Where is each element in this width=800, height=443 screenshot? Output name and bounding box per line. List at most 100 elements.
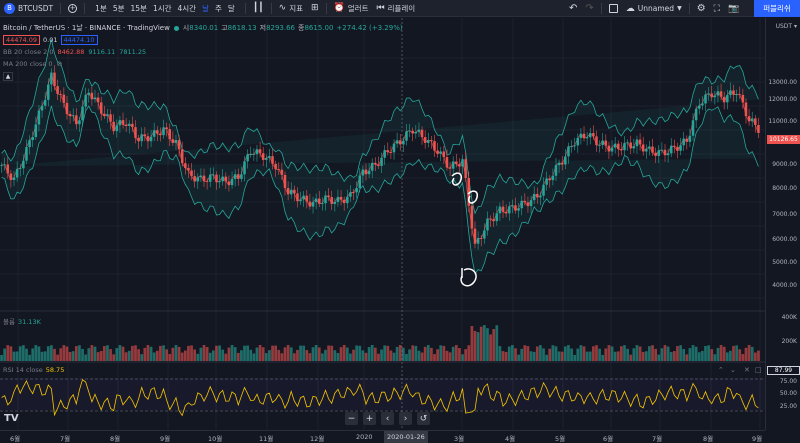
candle-body [383,150,386,158]
redo-icon[interactable]: ↷ [585,3,594,14]
undo-icon[interactable]: ↶ [569,3,578,14]
zoom-out-icon[interactable]: − [345,412,358,425]
timeframe-4[interactable]: 4시간 [177,3,197,13]
pane-close-icon[interactable]: ✕ [744,366,750,374]
indicators-button[interactable]: ∿ 지표 [275,0,307,17]
volume-bar [710,349,714,361]
volume-bar [324,349,327,361]
volume-bar [451,346,455,361]
volume-bar [177,346,181,361]
price-chart[interactable] [0,18,765,430]
candle-body [318,198,321,204]
volume-bar [9,346,13,361]
volume-bar [115,348,119,361]
layout-name: Unnamed [637,4,675,13]
eye-off-icon[interactable]: ⊘ [56,60,63,68]
candle-body [617,143,620,150]
ma-label: MA 200 close 0 [3,60,53,68]
volume-bar [352,349,355,361]
scroll-right-icon[interactable]: › [399,412,412,425]
price-scale[interactable]: USDT ▾ 13000.00 12000.00 11000.00 9000.00 80… [765,18,800,430]
pane-up-icon[interactable]: ⌃ [718,366,724,374]
volume-bar [137,349,140,361]
candle-body [370,162,374,171]
candle-body [302,195,305,200]
volume-bar [0,355,3,361]
volume-bar [190,345,193,361]
candle-body [582,133,586,139]
pane-down-icon[interactable]: ⌄ [730,366,736,374]
volume-bar [560,351,564,361]
volume-bar [243,345,246,361]
candle-body [726,95,729,103]
alert-button[interactable]: ⏰ 얼러트 [330,0,373,17]
candle-body [327,195,330,198]
volume-bar [370,345,374,361]
chart-type-button[interactable]: ┃┃ [249,0,268,17]
volume-bar [127,350,131,361]
volume-bar [402,347,405,361]
candle-body [626,142,629,144]
volume-bar [747,345,751,361]
candle-body [193,176,196,182]
candle-body [398,140,402,145]
scroll-left-icon[interactable]: ‹ [381,412,394,425]
volume-bar [470,326,474,361]
zoom-in-icon[interactable]: + [363,412,376,425]
camera-icon[interactable]: 📷 [727,3,740,14]
rsi-tick-2: 25.00 [779,403,797,410]
candle-body [336,196,340,202]
timeframe-3[interactable]: 1시간 [152,3,172,13]
candle-body [140,134,143,142]
compare-symbol-button[interactable]: + [64,0,81,17]
candle-body [691,120,695,136]
publish-button[interactable]: 퍼블리쉬 [754,0,800,17]
candle-body [713,95,717,98]
volume-bar [271,345,274,361]
replay-button[interactable]: ⏮ 리플레이 [372,0,419,17]
volume-bar [155,350,159,361]
band-lower [1,105,759,276]
time-tick-7: 2020 [356,433,373,441]
candle-body [395,140,399,144]
reset-chart-icon[interactable]: ↺ [417,412,430,425]
volume-bar [68,351,72,361]
candle-body [517,208,520,211]
templates-button[interactable]: ⊞ [307,0,323,17]
candle-body [445,157,449,168]
candle-body [90,92,94,100]
volume-bar [626,348,629,361]
timeframe-2[interactable]: 15분 [130,3,147,13]
sell-button[interactable]: 44474.09 [3,35,41,45]
time-axis[interactable]: 6월 7월 8월 9월 10월 11월 12월 2020 3월 4월 5월 6월 7월 8월 9월 2020-… [0,430,765,443]
pane-maximize-icon[interactable]: □ [755,366,762,374]
volume-bar [6,345,10,361]
cloud-layout-button[interactable]: ☁ Unnamed ▼ [622,0,686,17]
volume-bar [274,345,278,361]
rsi-pane [0,378,765,417]
layout-toggle-icon[interactable] [605,0,622,17]
candle-body [283,174,287,188]
timeframe-5[interactable]: 날 [202,3,209,13]
fullscreen-icon[interactable]: ⛶ [713,3,720,14]
rsi-value: 58.75 [45,366,65,374]
buy-button[interactable]: 44474.10 [60,35,98,45]
timeframe-0[interactable]: 1분 [95,3,107,13]
candle-body [722,96,726,103]
bb-lower-value: 7811.25 [119,48,147,56]
candle-body [476,238,480,244]
symbol-search[interactable]: B BTCUSDT [0,0,57,17]
timeframe-1[interactable]: 5분 [112,3,125,13]
currency-label[interactable]: USDT ▾ [775,23,797,30]
candle-body [548,178,552,181]
gear-icon[interactable]: ⚙ [696,3,706,14]
volume-bar [682,349,686,361]
chevron-up-icon[interactable]: ▲ [3,71,13,81]
volume-bar [230,345,234,361]
candle-body [729,90,732,96]
timeframe-7[interactable]: 달 [227,3,235,13]
volume-bar [732,345,735,361]
volume-legend: 볼륨 31.13K [3,316,41,326]
volume-bar [280,353,284,361]
timeframe-6[interactable]: 주 [215,3,222,13]
